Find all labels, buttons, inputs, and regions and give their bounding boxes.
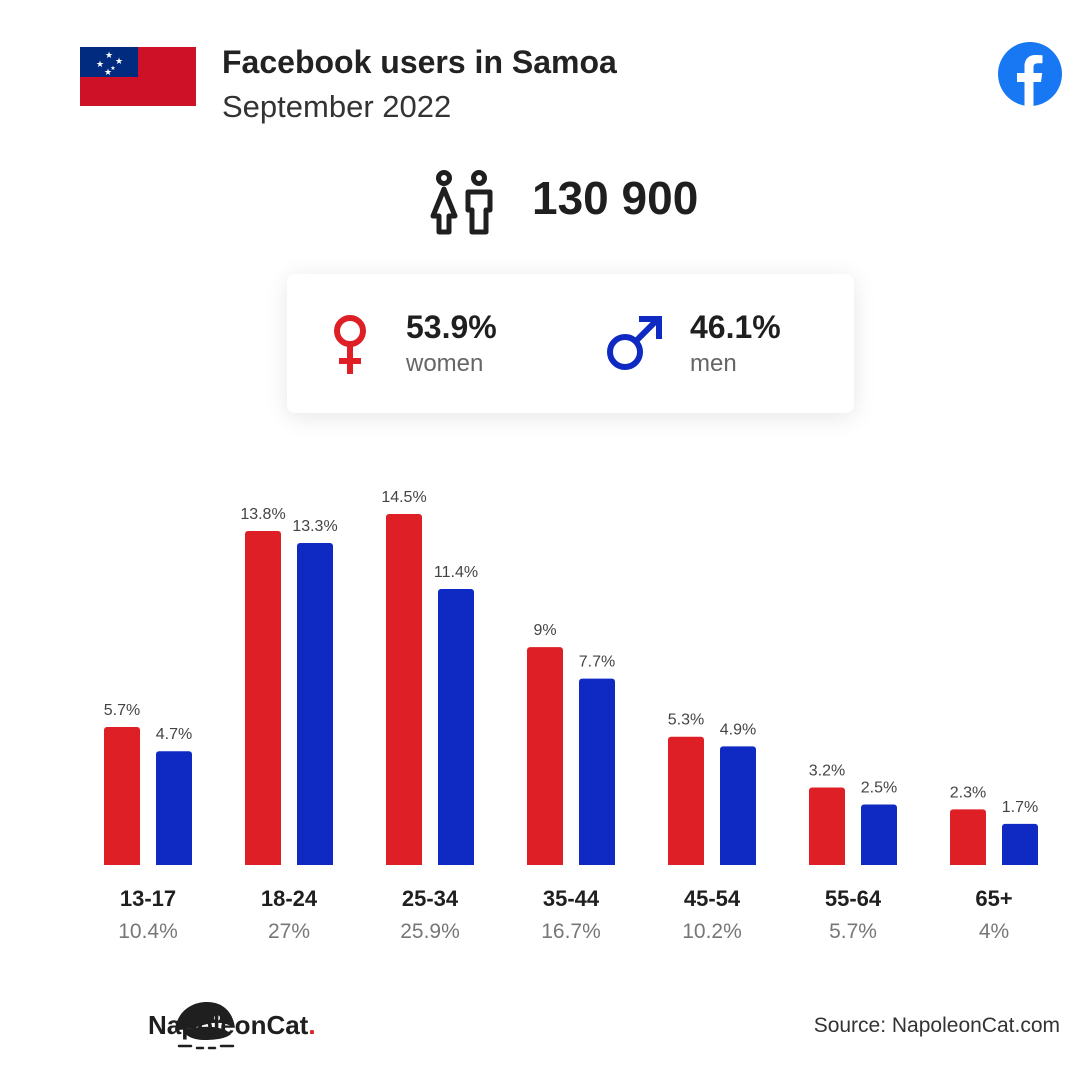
gender-card: 53.9% women 46.1% men bbox=[287, 274, 854, 413]
bar-label-men-45-54: 4.9% bbox=[720, 721, 756, 738]
bar-label-women-65+: 2.3% bbox=[950, 784, 986, 801]
bar-label-men-13-17: 4.7% bbox=[156, 726, 192, 743]
women-percentage: 53.9% bbox=[406, 309, 497, 345]
svg-text:★: ★ bbox=[104, 67, 112, 77]
men-percentage: 46.1% bbox=[690, 309, 781, 345]
total-users: 130 900 bbox=[532, 172, 699, 224]
category-label-13-17: 13-17 bbox=[120, 886, 176, 911]
samoa-flag-icon: ★ ★ ★ ★ ★ bbox=[80, 47, 196, 106]
category-label-45-54: 45-54 bbox=[684, 886, 741, 911]
bar-men-13-17 bbox=[156, 751, 192, 869]
bar-label-women-45-54: 5.3% bbox=[668, 712, 704, 729]
users-icon bbox=[430, 170, 493, 235]
bar-label-women-25-34: 14.5% bbox=[381, 489, 426, 506]
baseline-mask bbox=[0, 865, 1080, 871]
category-total-18-24: 27% bbox=[268, 920, 310, 943]
bar-women-13-17 bbox=[104, 727, 140, 869]
page-title: Facebook users in Samoa bbox=[222, 44, 617, 80]
age-gender-bar-chart: 5.7% 4.7% 13-17 10.4% 13.8% 13.3% 18-24 27% 14.5… bbox=[0, 489, 1080, 943]
svg-text:★: ★ bbox=[110, 65, 115, 72]
napoleoncat-logo-icon bbox=[175, 1002, 235, 1050]
bar-label-women-55-64: 3.2% bbox=[809, 763, 845, 780]
bar-label-women-13-17: 5.7% bbox=[104, 702, 140, 719]
category-total-13-17: 10.4% bbox=[118, 920, 178, 943]
brand-name: NapoleonCat. bbox=[148, 1010, 316, 1040]
bar-label-men-65+: 1.7% bbox=[1002, 799, 1038, 816]
category-total-45-54: 10.2% bbox=[682, 920, 742, 943]
bar-label-women-18-24: 13.8% bbox=[240, 506, 285, 523]
bar-men-35-44 bbox=[579, 678, 615, 869]
bar-men-25-34 bbox=[438, 589, 474, 869]
category-total-25-34: 25.9% bbox=[400, 920, 460, 943]
category-label-55-64: 55-64 bbox=[825, 886, 882, 911]
category-total-55-64: 5.7% bbox=[829, 920, 877, 943]
bar-women-35-44 bbox=[527, 647, 563, 869]
svg-text:★: ★ bbox=[96, 59, 104, 69]
bar-label-men-35-44: 7.7% bbox=[579, 654, 615, 671]
bar-women-18-24 bbox=[245, 530, 281, 869]
bar-label-men-18-24: 13.3% bbox=[292, 518, 337, 535]
bar-women-45-54 bbox=[668, 736, 704, 869]
category-label-25-34: 25-34 bbox=[402, 886, 459, 911]
category-label-65+: 65+ bbox=[975, 886, 1012, 911]
bar-women-65+ bbox=[950, 809, 986, 869]
bar-women-25-34 bbox=[386, 514, 422, 869]
facebook-logo-icon bbox=[998, 42, 1062, 106]
men-label: men bbox=[690, 350, 737, 377]
page-subtitle: September 2022 bbox=[222, 89, 452, 124]
female-symbol-icon bbox=[334, 315, 366, 374]
bar-label-women-35-44: 9% bbox=[533, 622, 556, 639]
bar-label-men-55-64: 2.5% bbox=[861, 779, 897, 796]
bar-label-men-25-34: 11.4% bbox=[434, 564, 478, 581]
bar-men-45-54 bbox=[720, 746, 756, 869]
category-label-18-24: 18-24 bbox=[261, 886, 318, 911]
category-total-65+: 4% bbox=[979, 920, 1009, 943]
source-text: Source: NapoleonCat.com bbox=[813, 1014, 1060, 1037]
svg-text:★: ★ bbox=[105, 50, 113, 60]
women-label: women bbox=[406, 350, 484, 377]
bar-men-55-64 bbox=[861, 804, 897, 869]
category-label-35-44: 35-44 bbox=[543, 886, 600, 911]
category-total-35-44: 16.7% bbox=[541, 920, 601, 943]
bar-men-65+ bbox=[1002, 823, 1038, 869]
svg-text:★: ★ bbox=[115, 56, 123, 66]
bar-women-55-64 bbox=[809, 787, 845, 869]
bar-men-18-24 bbox=[297, 543, 333, 869]
male-symbol-icon bbox=[607, 316, 662, 370]
